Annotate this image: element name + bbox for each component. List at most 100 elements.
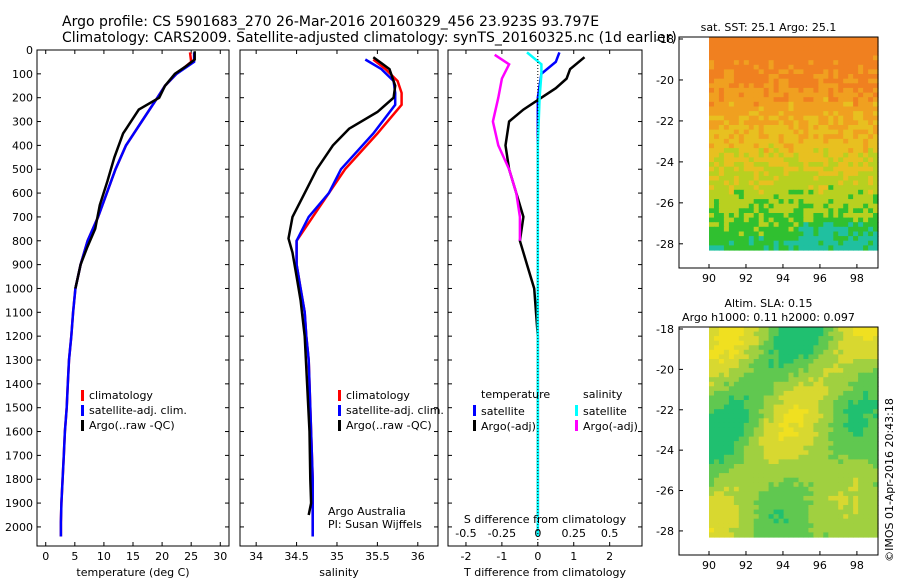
map-cell bbox=[753, 500, 760, 506]
map-cell bbox=[763, 194, 770, 200]
legend-swatch bbox=[575, 405, 578, 416]
map-cell bbox=[848, 386, 854, 392]
map-cell bbox=[823, 422, 829, 429]
map-cell bbox=[743, 505, 750, 511]
map-cell bbox=[848, 129, 854, 135]
map-cell bbox=[803, 166, 809, 172]
map-cell bbox=[788, 236, 795, 242]
map-cell bbox=[798, 115, 805, 121]
map-cell bbox=[763, 175, 770, 182]
map-cell bbox=[873, 441, 879, 447]
map-cell bbox=[709, 413, 715, 419]
map-cell bbox=[788, 97, 795, 103]
map-cell bbox=[823, 354, 829, 360]
map-cell bbox=[714, 74, 720, 80]
map-cell bbox=[868, 245, 874, 251]
map-cell bbox=[848, 505, 854, 511]
map-cell bbox=[763, 64, 770, 70]
map-cell bbox=[868, 125, 874, 131]
map-cell bbox=[873, 386, 879, 392]
map-cell bbox=[803, 194, 809, 200]
map-cell bbox=[783, 404, 790, 410]
map-cell bbox=[763, 240, 770, 246]
map-cell bbox=[843, 363, 849, 369]
map-cell bbox=[793, 148, 800, 154]
map-cell bbox=[858, 486, 864, 492]
map-cell bbox=[828, 459, 834, 465]
map-cell bbox=[718, 340, 725, 346]
x-tick-label: 0 bbox=[42, 550, 49, 563]
map-cell bbox=[773, 527, 780, 534]
map-cell bbox=[753, 240, 760, 246]
map-cell bbox=[848, 409, 854, 415]
map-cell bbox=[808, 340, 814, 346]
map-cell bbox=[833, 240, 839, 246]
map-cell bbox=[753, 413, 760, 419]
map-cell bbox=[778, 473, 785, 479]
map-cell bbox=[863, 445, 869, 451]
map-cell bbox=[798, 523, 805, 529]
map-cell bbox=[843, 50, 849, 57]
map-cell bbox=[818, 523, 824, 529]
map-cell bbox=[838, 422, 844, 429]
map-cell bbox=[758, 125, 765, 131]
map-cell bbox=[758, 236, 765, 242]
map-cell bbox=[803, 37, 809, 43]
map-cell bbox=[768, 208, 775, 214]
map-cell bbox=[733, 162, 740, 168]
map-cell bbox=[858, 390, 864, 397]
map-cell bbox=[758, 523, 765, 529]
map-cell bbox=[758, 518, 765, 524]
map-cell bbox=[788, 445, 795, 451]
map-cell bbox=[778, 208, 785, 214]
map-cell bbox=[753, 74, 760, 80]
map-cell bbox=[753, 222, 760, 228]
map-cell bbox=[793, 175, 800, 182]
map-cell bbox=[748, 41, 755, 47]
map-cell bbox=[773, 240, 780, 246]
map-cell bbox=[783, 194, 790, 200]
map-cell bbox=[803, 450, 809, 456]
map-cell bbox=[868, 240, 874, 246]
map-cell bbox=[723, 162, 730, 168]
map-cell bbox=[848, 203, 854, 209]
map-cell bbox=[738, 432, 745, 438]
map-cell bbox=[868, 87, 874, 94]
map-cell bbox=[728, 106, 735, 112]
map-cell bbox=[803, 381, 809, 387]
map-cell bbox=[783, 527, 790, 534]
map-cell bbox=[743, 101, 750, 107]
map-cell bbox=[818, 418, 824, 424]
map-cell bbox=[763, 454, 770, 460]
map-cell bbox=[798, 404, 805, 410]
map-cell bbox=[738, 500, 745, 506]
map-cell bbox=[738, 450, 745, 456]
map-cell bbox=[858, 477, 864, 483]
map-cell bbox=[714, 482, 720, 488]
map-cell bbox=[843, 199, 849, 205]
map-cell bbox=[723, 505, 730, 511]
map-cell bbox=[743, 459, 750, 465]
map-cell bbox=[868, 134, 874, 140]
map-cell bbox=[778, 236, 785, 242]
map-cell bbox=[793, 222, 800, 228]
map-cell bbox=[808, 482, 814, 488]
map-cell bbox=[733, 217, 740, 223]
map-cell bbox=[793, 381, 800, 387]
map-cell bbox=[758, 404, 765, 410]
map-cell bbox=[753, 482, 760, 488]
map-cell bbox=[714, 377, 720, 383]
map-cell bbox=[858, 166, 864, 172]
map-cell bbox=[863, 509, 869, 515]
map-cell bbox=[718, 87, 725, 94]
map-cell bbox=[773, 41, 780, 47]
map-cell bbox=[763, 486, 770, 492]
map-cell bbox=[753, 327, 760, 333]
map-cell bbox=[823, 87, 829, 94]
map-cell bbox=[768, 345, 775, 351]
map-cell bbox=[803, 143, 809, 149]
map-cell bbox=[709, 162, 715, 168]
map-cell bbox=[843, 157, 849, 163]
map-cell bbox=[833, 171, 839, 177]
map-cell bbox=[828, 185, 834, 191]
